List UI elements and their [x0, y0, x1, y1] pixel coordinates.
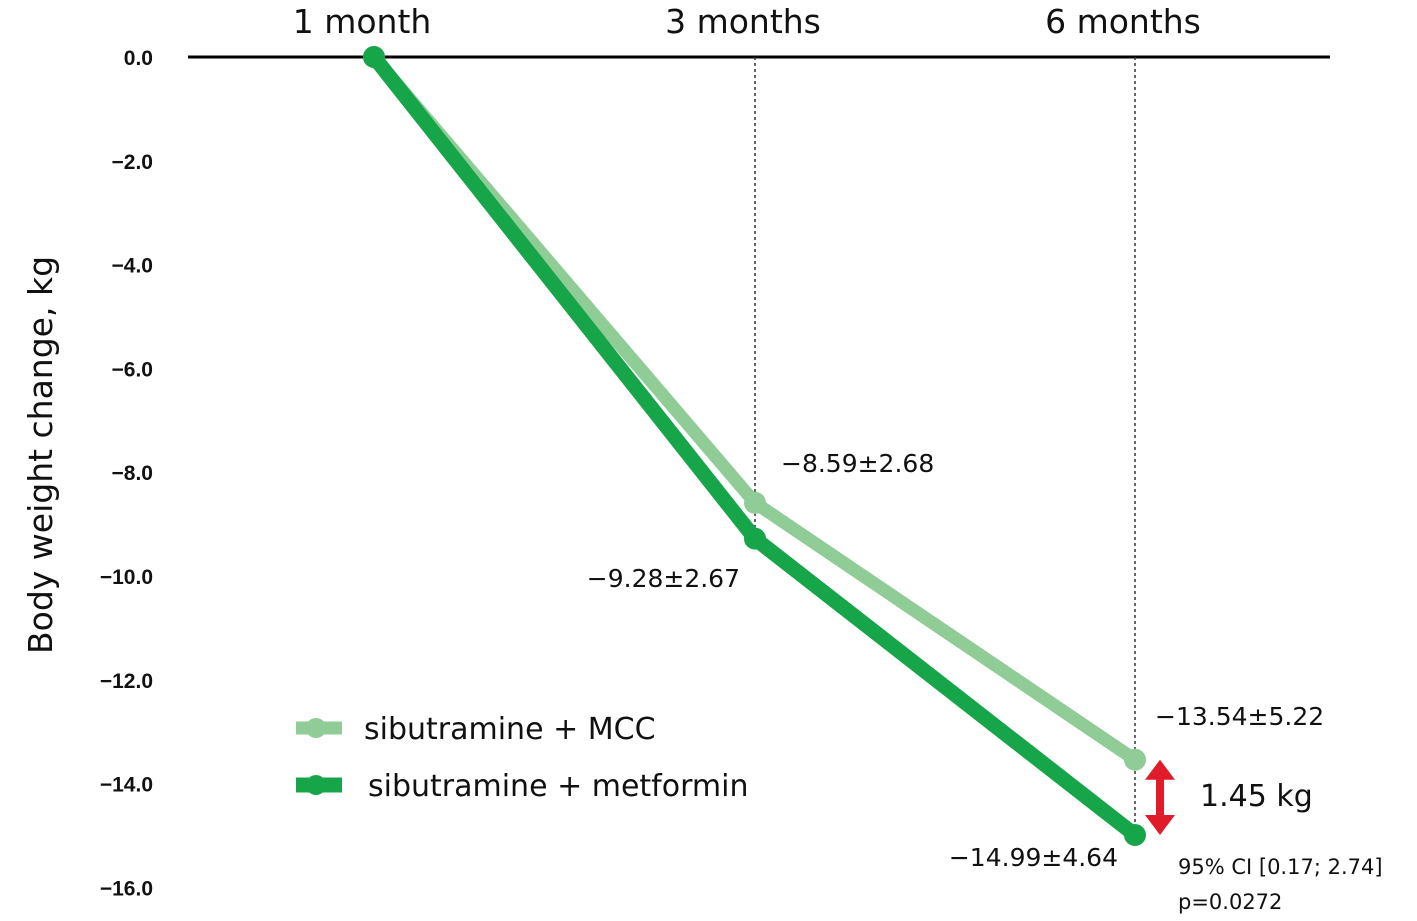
x-tick-label: 6 months	[1045, 2, 1201, 41]
y-tick-label: −10.0	[100, 566, 153, 589]
y-tick-label: −14.0	[100, 774, 153, 797]
data-label: −13.54±5.22	[1155, 702, 1324, 731]
y-axis-label: Body weight change, kg	[21, 256, 60, 654]
y-tick-label: −12.0	[100, 670, 153, 693]
legend: sibutramine + MCC sibutramine + metformin	[296, 712, 748, 804]
x-tick-label: 3 months	[665, 2, 821, 41]
y-axis-ticks: 0.0 −2.0 −4.0 −6.0 −8.0 −10.0 −12.0 −14.0 −16.0	[100, 47, 153, 900]
data-point	[1124, 748, 1146, 771]
data-point	[1124, 823, 1146, 846]
y-tick-label: −8.0	[112, 462, 153, 485]
legend-entry-label: sibutramine + MCC	[364, 712, 656, 747]
difference-arrow	[1145, 759, 1175, 835]
data-label: −9.28±2.67	[587, 564, 740, 593]
x-axis-ticks: 1 month 3 months 6 months	[293, 2, 1201, 41]
data-point	[744, 527, 766, 550]
data-labels: −8.59±2.68 −13.54±5.22 −9.28±2.67 −14.99±4.…	[587, 449, 1324, 872]
difference-label: 1.45 kg	[1200, 779, 1313, 814]
y-tick-label: −16.0	[100, 877, 153, 900]
legend-entry-label: sibutramine + metformin	[368, 769, 748, 804]
p-value-label: p=0.0272	[1178, 890, 1282, 914]
guide-lines	[754, 57, 1136, 835]
y-tick-label: −6.0	[112, 358, 153, 381]
y-tick-label: 0.0	[124, 47, 153, 70]
data-label: −8.59±2.68	[781, 449, 934, 478]
series-group	[363, 46, 1146, 846]
legend-swatch-marker	[306, 718, 326, 738]
y-tick-label: −4.0	[112, 255, 153, 278]
difference-annotation: 1.45 kg 95% CI [0.17; 2.74] p=0.0272	[1145, 759, 1383, 914]
data-point	[363, 46, 385, 68]
y-tick-label: −2.0	[112, 151, 153, 174]
data-label: −14.99±4.64	[949, 843, 1118, 872]
x-tick-label: 1 month	[293, 2, 432, 41]
legend-swatch-marker	[306, 775, 326, 795]
data-point	[744, 491, 766, 514]
series-line	[367, 50, 1142, 767]
confidence-interval-label: 95% CI [0.17; 2.74]	[1178, 855, 1383, 879]
